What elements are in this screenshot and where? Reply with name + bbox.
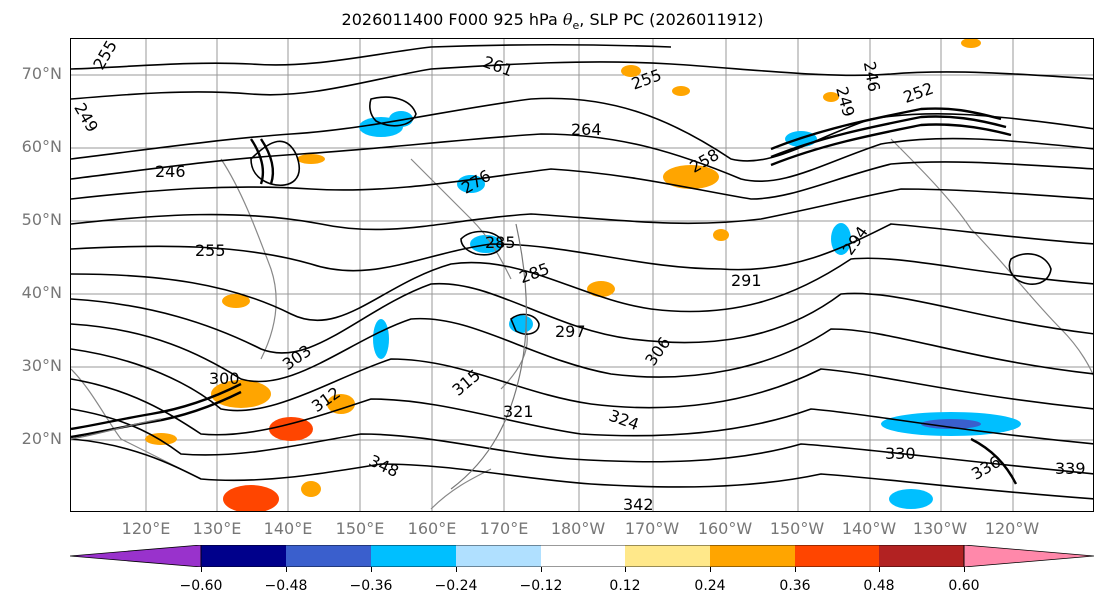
colorbar-tick-label: 0.60 [948, 578, 980, 594]
colorbar-tickmark [710, 567, 711, 572]
contour-label: 330 [885, 444, 916, 463]
colorbar [70, 545, 1094, 567]
map-title: 2026011400 F000 925 hPa θe, SLP PC (2026… [341, 10, 764, 33]
frontal-band [71, 107, 1018, 485]
colorbar-segment [710, 545, 795, 567]
colorbar-tickmark [201, 567, 202, 572]
theta-e-contours [71, 43, 1093, 500]
lon-label-140e: 140°E [263, 519, 313, 538]
colorbar-tick-label: 0.48 [863, 578, 895, 594]
colorbar-tick-label: −0.48 [264, 578, 308, 594]
colorbar-tick-label: −0.36 [349, 578, 393, 594]
contour-label: 315 [448, 365, 484, 399]
colorbar-tick-label: 0.36 [779, 578, 811, 594]
contour-label: 291 [731, 271, 762, 290]
colorbar-tickmark [541, 567, 542, 572]
colorbar-segment [456, 545, 541, 567]
colorbar-segment [625, 545, 710, 567]
lon-label-120e: 120°E [121, 519, 171, 538]
colorbar-tick-label: −0.24 [434, 578, 478, 594]
map-panel: 255 249 246 255 261 255 246 249 252 264 … [70, 38, 1094, 512]
lon-label-160e: 160°E [407, 519, 457, 538]
contour-label: 276 [458, 166, 494, 198]
contour-label: 348 [366, 451, 402, 481]
contour-label: 336 [968, 452, 1004, 484]
colorbar-segment [201, 545, 286, 567]
colorbar-tickmark [964, 567, 965, 572]
lat-label-20n: 20°N [21, 429, 62, 448]
colorbar-segment [286, 545, 371, 567]
contour-labels: 255 249 246 255 261 255 246 249 252 264 … [71, 39, 1086, 512]
lat-label-70n: 70°N [21, 64, 62, 83]
colorbar-extend-high [963, 545, 1094, 567]
contour-label: 261 [480, 52, 515, 80]
lon-label-160w: 160°W [697, 519, 753, 538]
contour-label: 249 [71, 100, 102, 136]
contour-label: 324 [606, 406, 641, 434]
colorbar-tickmark [795, 567, 796, 572]
contour-label: 306 [641, 333, 674, 369]
contour-map: 255 249 246 255 261 255 246 249 252 264 … [71, 39, 1093, 512]
lat-label-60n: 60°N [21, 137, 62, 156]
contour-label: 339 [1055, 459, 1086, 478]
colorbar-segment [371, 545, 456, 567]
graticule [71, 39, 1093, 511]
colorbar-tick-label: 0.12 [609, 578, 641, 594]
contour-label: 252 [901, 79, 936, 107]
contour-label: 342 [623, 495, 654, 512]
colorbar-tickmark [286, 567, 287, 572]
contour-label: 264 [571, 120, 602, 139]
lon-label-170w: 170°W [624, 519, 680, 538]
colorbar-segment [541, 545, 625, 567]
colorbar-tick-label: −0.60 [179, 578, 223, 594]
colorbar-segment [795, 545, 879, 567]
contour-label: 300 [209, 369, 240, 388]
colorbar-tickmark [879, 567, 880, 572]
contour-label: 303 [279, 341, 315, 374]
lon-label-130e: 130°E [192, 519, 242, 538]
colorbar-tickmark [371, 567, 372, 572]
colorbar-extend-low [70, 545, 202, 567]
lon-label-170e: 170°E [479, 519, 529, 538]
lon-label-140w: 140°W [841, 519, 897, 538]
colorbar-tick-label: −0.12 [519, 578, 563, 594]
contour-label: 246 [155, 162, 186, 181]
lat-label-30n: 30°N [21, 356, 62, 375]
lon-label-150w: 150°W [769, 519, 825, 538]
contour-label: 249 [832, 84, 858, 118]
colorbar-tick-label: 0.24 [694, 578, 726, 594]
lon-label-180w: 180°W [550, 519, 606, 538]
contour-label: 321 [503, 402, 534, 421]
colorbar-tickmark [456, 567, 457, 572]
anomaly-shading [145, 39, 1021, 511]
contour-label: 255 [195, 241, 226, 260]
contour-label: 285 [517, 259, 552, 287]
lon-label-130w: 130°W [912, 519, 968, 538]
lat-label-50n: 50°N [21, 210, 62, 229]
contour-label: 246 [860, 60, 884, 93]
colorbar-segment [879, 545, 964, 567]
contour-label: 297 [555, 322, 586, 341]
lat-label-40n: 40°N [21, 283, 62, 302]
gray-lines [71, 223, 528, 490]
lon-label-120w: 120°W [984, 519, 1040, 538]
colorbar-tickmark [625, 567, 626, 572]
contour-label: 285 [485, 233, 516, 252]
lon-label-150e: 150°E [335, 519, 385, 538]
